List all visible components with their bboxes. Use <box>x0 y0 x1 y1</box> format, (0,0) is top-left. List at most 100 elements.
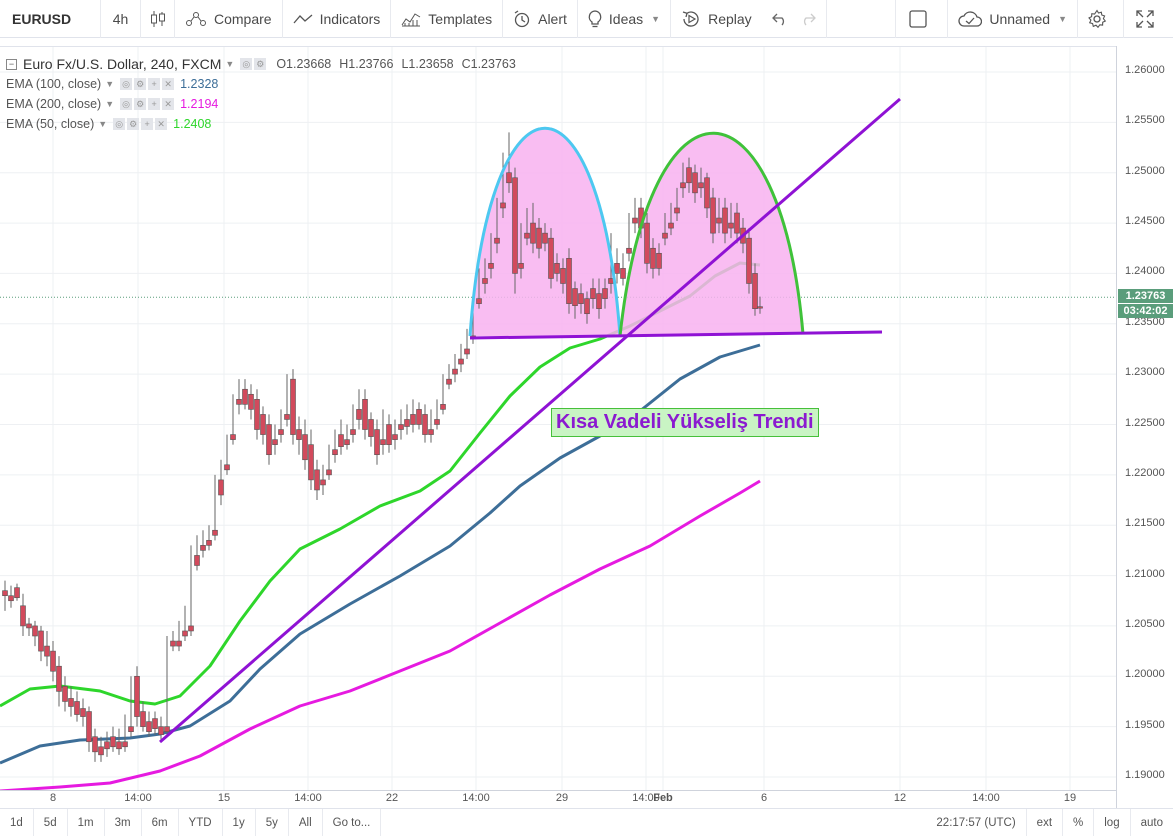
range-1y[interactable]: 1y <box>223 808 256 836</box>
range-all[interactable]: All <box>289 808 323 836</box>
candle-body <box>248 393 254 410</box>
symbol-search[interactable]: EURUSD <box>0 0 101 38</box>
candle-body <box>242 388 248 405</box>
candle-body <box>434 419 440 425</box>
trend-annotation[interactable]: Kısa Vadeli Yükseliş Trendi <box>551 408 819 437</box>
candle-body <box>8 595 14 602</box>
candle-body <box>692 172 698 194</box>
candle-body <box>554 263 560 274</box>
time-axis[interactable]: 8 14:00 15 14:00 22 14:00 29 14:00 Feb 6 12 14:00 19 <box>0 790 1116 808</box>
redo-button[interactable] <box>794 0 827 38</box>
candle-body <box>722 207 728 234</box>
candle-body <box>224 464 230 471</box>
save-layout-button[interactable]: Unnamed ▼ <box>948 0 1078 38</box>
candle-body <box>464 348 470 355</box>
settings-button[interactable] <box>1078 0 1124 38</box>
candle-body <box>512 177 518 274</box>
candle-body <box>500 202 506 209</box>
undo-button[interactable] <box>762 0 794 38</box>
range-1d[interactable]: 1d <box>0 808 34 836</box>
fullscreen-mode-button[interactable] <box>895 0 949 38</box>
candle-body <box>272 439 278 445</box>
alert-button[interactable]: Alert <box>503 0 578 38</box>
chevron-down-icon[interactable]: ▼ <box>105 99 115 109</box>
range-5y[interactable]: 5y <box>256 808 289 836</box>
templates-button[interactable]: Templates <box>391 0 504 38</box>
range-3m[interactable]: 3m <box>105 808 142 836</box>
templates-label: Templates <box>428 10 493 27</box>
alert-label: Alert <box>538 10 567 27</box>
time-tick-label: 14:00 <box>294 792 322 804</box>
log-toggle[interactable]: log <box>1094 808 1131 836</box>
compare-button[interactable]: Compare <box>175 0 283 38</box>
chart-pane[interactable] <box>0 46 1116 808</box>
left-dome-outline <box>468 126 622 337</box>
chevron-down-icon[interactable]: ▼ <box>105 79 115 89</box>
price-axis[interactable]: 1.26000 1.25500 1.25000 1.24500 1.24000 1.235… <box>1116 46 1173 808</box>
candle-body <box>386 424 392 445</box>
candle-body <box>488 263 494 269</box>
candle-body <box>356 409 362 420</box>
chevron-down-icon[interactable]: ▼ <box>98 119 108 129</box>
indicator-label: EMA (200, close) <box>6 97 102 111</box>
candle-body <box>206 540 212 546</box>
maximize-button[interactable] <box>1124 0 1173 38</box>
candle-body <box>80 708 86 717</box>
candle-body <box>338 434 344 447</box>
price-tick-label: 1.26000 <box>1125 64 1165 76</box>
time-tick-label: 15 <box>217 792 231 804</box>
compare-label: Compare <box>214 10 272 27</box>
candle-body <box>26 623 32 629</box>
range-6m[interactable]: 6m <box>142 808 179 836</box>
candle-body <box>698 182 704 189</box>
range-1m[interactable]: 1m <box>68 808 105 836</box>
ideas-button[interactable]: Ideas ▼ <box>578 0 672 38</box>
candle-body <box>68 698 74 707</box>
chart-style-button[interactable] <box>141 0 175 38</box>
candle-body <box>2 590 8 597</box>
indicator-controls[interactable]: ◎ ⚙ + ✕ <box>120 98 175 110</box>
chevron-down-icon[interactable]: ▼ <box>225 59 235 69</box>
replay-button[interactable]: Replay <box>671 0 762 38</box>
ohlc-close: C1.23763 <box>461 57 516 71</box>
candle-body <box>290 378 296 435</box>
goto-button[interactable]: Go to... <box>323 808 382 836</box>
percent-toggle[interactable]: % <box>1063 808 1095 836</box>
auto-toggle[interactable]: auto <box>1140 816 1163 829</box>
chart-legend: − Euro Fx/U.S. Dollar, 240, FXCM ▼ ◎ ⚙ O1… <box>6 54 516 134</box>
candle-body <box>182 630 188 637</box>
price-chart[interactable] <box>0 47 1116 791</box>
candle-body <box>620 268 626 279</box>
candle-body <box>188 625 194 632</box>
candle-body <box>476 298 482 304</box>
bottom-bar: 1d 5d 1m 3m 6m YTD 1y 5y All Go to... 22… <box>0 808 1173 836</box>
indicator-controls[interactable]: ◎ ⚙ + ✕ <box>120 78 175 90</box>
candle-body <box>32 625 38 637</box>
ohlc-low: L1.23658 <box>401 57 454 71</box>
price-tick-label: 1.20500 <box>1125 617 1165 630</box>
time-tick-label: 12 <box>893 792 907 804</box>
collapse-icon[interactable]: − <box>6 58 17 70</box>
indicators-button[interactable]: Indicators <box>283 0 392 38</box>
series-controls[interactable]: ◎ ⚙ <box>240 58 267 70</box>
candle-body <box>164 726 170 732</box>
utc-clock[interactable]: 22:17:57 (UTC) <box>926 808 1027 836</box>
candle-body <box>458 358 464 365</box>
indicator-controls[interactable]: ◎ ⚙ + ✕ <box>113 118 168 130</box>
candle-body <box>230 434 236 440</box>
interval-button[interactable]: 4h <box>101 0 141 38</box>
candle-body <box>86 711 92 743</box>
candle-body <box>62 686 68 702</box>
price-tick-label: 1.21000 <box>1125 567 1165 580</box>
range-ytd[interactable]: YTD <box>179 808 223 836</box>
candle-body <box>428 429 434 435</box>
candle-body <box>530 222 536 244</box>
candle-body <box>674 207 680 214</box>
ext-toggle[interactable]: ext <box>1027 808 1064 836</box>
range-5d[interactable]: 5d <box>34 808 68 836</box>
candle-body <box>98 746 104 756</box>
candle-body <box>116 741 122 750</box>
ema200-line <box>0 479 761 791</box>
candle-body <box>158 726 164 736</box>
candle-body <box>614 263 620 274</box>
